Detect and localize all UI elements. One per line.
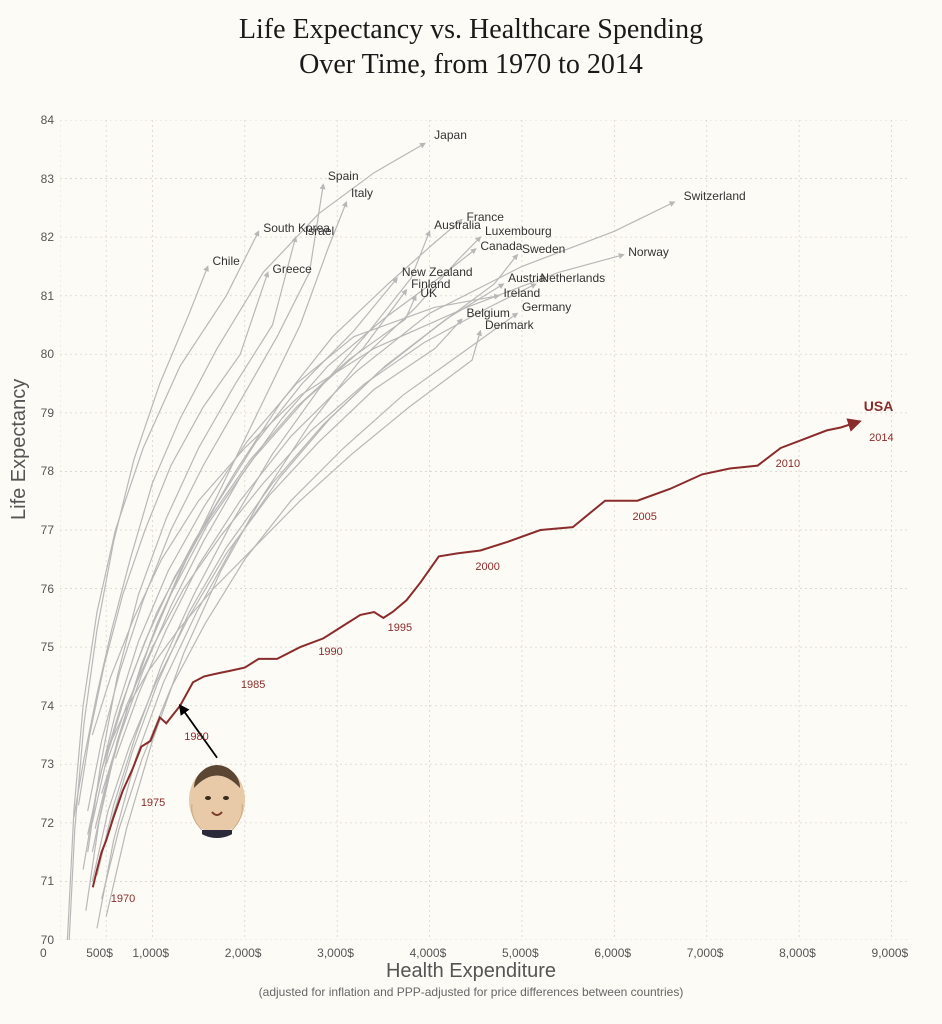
x-tick-label: 0 <box>40 946 47 960</box>
country-label: Germany <box>522 300 571 314</box>
y-tick-label: 70 <box>24 933 54 947</box>
usa-year-label: 1990 <box>318 646 342 658</box>
y-tick-label: 82 <box>24 230 54 244</box>
country-label: Luxembourg <box>485 224 552 238</box>
y-tick-label: 79 <box>24 406 54 420</box>
x-tick-label: 500$ <box>86 946 113 960</box>
x-tick-label: 2,000$ <box>225 946 262 960</box>
x-tick-label: 8,000$ <box>779 946 816 960</box>
y-tick-label: 83 <box>24 172 54 186</box>
x-tick-label: 6,000$ <box>594 946 631 960</box>
title-line-1: Life Expectancy vs. Healthcare Spending <box>239 14 703 45</box>
annotation-portrait <box>182 758 252 838</box>
usa-year-label: 2005 <box>632 511 656 523</box>
y-axis-label: Life Expectancy <box>8 379 31 520</box>
y-tick-label: 76 <box>24 582 54 596</box>
x-tick-label: 5,000$ <box>502 946 539 960</box>
y-tick-label: 80 <box>24 347 54 361</box>
x-axis-sublabel: (adjusted for inflation and PPP-adjusted… <box>0 985 942 999</box>
y-tick-label: 84 <box>24 113 54 127</box>
country-label: Australia <box>434 218 481 232</box>
usa-year-label: 1975 <box>141 797 165 809</box>
y-tick-label: 74 <box>24 699 54 713</box>
usa-label: USA <box>864 398 894 414</box>
y-tick-label: 81 <box>24 289 54 303</box>
country-label: Israel <box>305 224 334 238</box>
y-tick-label: 77 <box>24 523 54 537</box>
country-label: Norway <box>628 245 669 259</box>
y-tick-label: 75 <box>24 640 54 654</box>
country-label: Greece <box>273 262 312 276</box>
usa-year-label: 1985 <box>241 679 265 691</box>
usa-year-label: 1980 <box>184 731 208 743</box>
country-label: Canada <box>480 239 522 253</box>
country-label: UK <box>420 286 437 300</box>
title-line-2: Over Time, from 1970 to 2014 <box>299 49 643 80</box>
y-tick-label: 71 <box>24 874 54 888</box>
x-axis-label: Health Expenditure <box>0 960 942 983</box>
country-label: Japan <box>434 128 467 142</box>
country-label: Denmark <box>485 318 534 332</box>
x-tick-label: 3,000$ <box>317 946 354 960</box>
country-label: Sweden <box>522 242 565 256</box>
chart-container: Life Expectancy vs. Healthcare Spending … <box>0 0 942 1024</box>
country-label: Netherlands <box>540 271 605 285</box>
country-label: Chile <box>212 254 239 268</box>
usa-year-label: 2000 <box>475 561 499 573</box>
y-tick-label: 73 <box>24 757 54 771</box>
y-tick-label: 72 <box>24 816 54 830</box>
x-tick-label: 4,000$ <box>410 946 447 960</box>
x-tick-label: 9,000$ <box>872 946 909 960</box>
country-label: Switzerland <box>684 189 746 203</box>
x-tick-label: 1,000$ <box>132 946 169 960</box>
usa-year-label: 2014 <box>869 432 893 444</box>
usa-year-label: 1970 <box>111 893 135 905</box>
usa-year-label: 1995 <box>388 622 412 634</box>
x-tick-label: 7,000$ <box>687 946 724 960</box>
usa-year-label: 2010 <box>776 458 800 470</box>
y-tick-label: 78 <box>24 464 54 478</box>
country-label: Spain <box>328 169 359 183</box>
country-label: Ireland <box>503 286 540 300</box>
country-label: Italy <box>351 186 373 200</box>
chart-title: Life Expectancy vs. Healthcare Spending … <box>0 0 942 82</box>
